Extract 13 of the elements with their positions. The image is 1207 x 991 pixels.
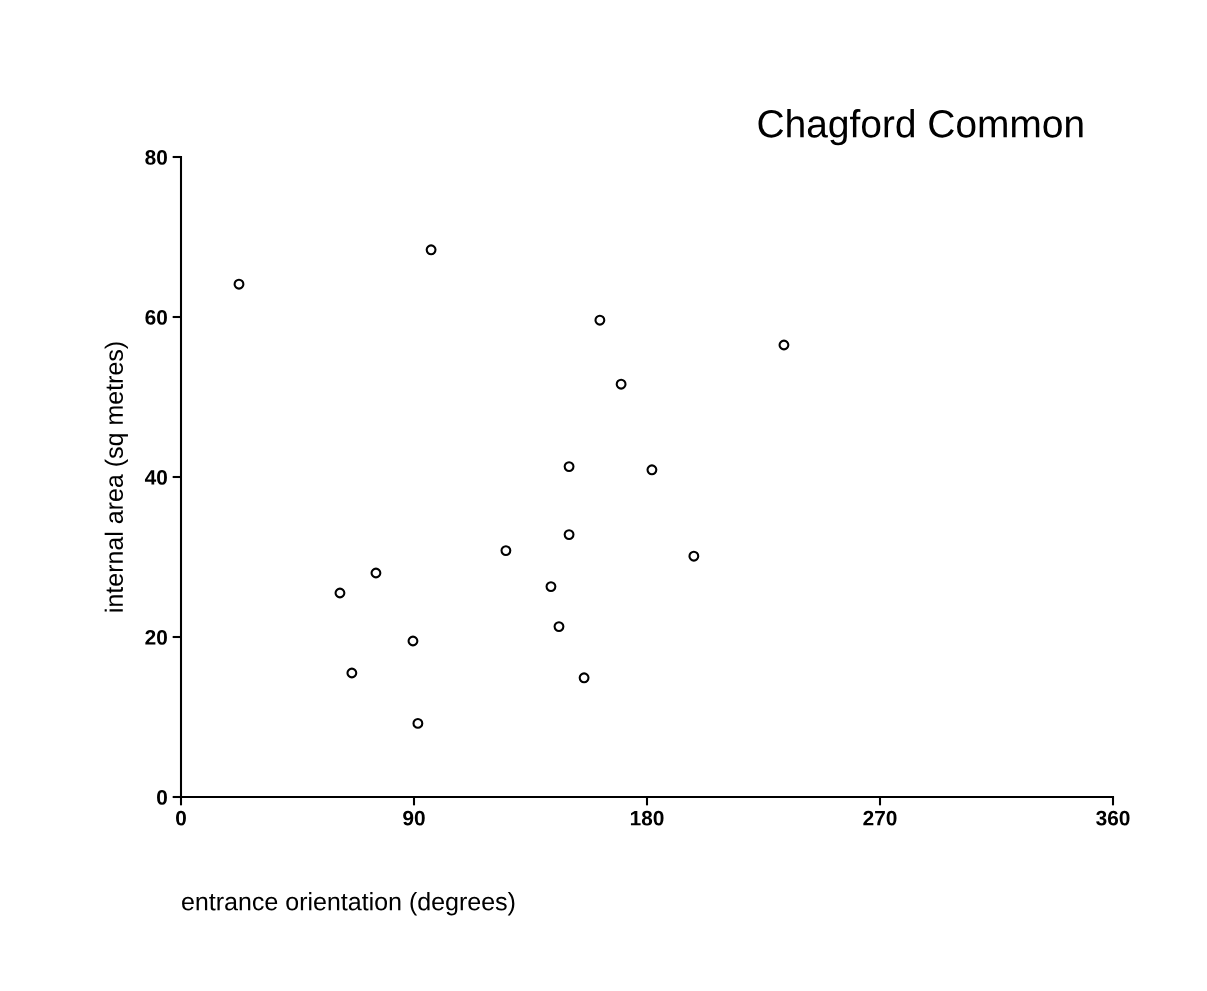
y-tick-label: 80 — [145, 150, 167, 165]
x-tick-label: 180 — [630, 810, 664, 826]
x-tick-label: 0 — [176, 810, 186, 826]
chart-title: Chagford Common — [758, 109, 1083, 146]
x-axis-title: entrance orientation (degrees) — [182, 892, 515, 916]
y-tick-label: 60 — [145, 310, 167, 325]
y-tick-label: 40 — [144, 470, 167, 485]
y-axis-title: internal area (sq metres) — [104, 342, 128, 612]
y-tick-label: 20 — [145, 630, 167, 645]
x-tick-label: 270 — [863, 810, 897, 826]
x-tick-label: 90 — [403, 810, 425, 826]
x-tick-label: 360 — [1096, 810, 1130, 826]
y-tick-label: 0 — [157, 790, 167, 805]
